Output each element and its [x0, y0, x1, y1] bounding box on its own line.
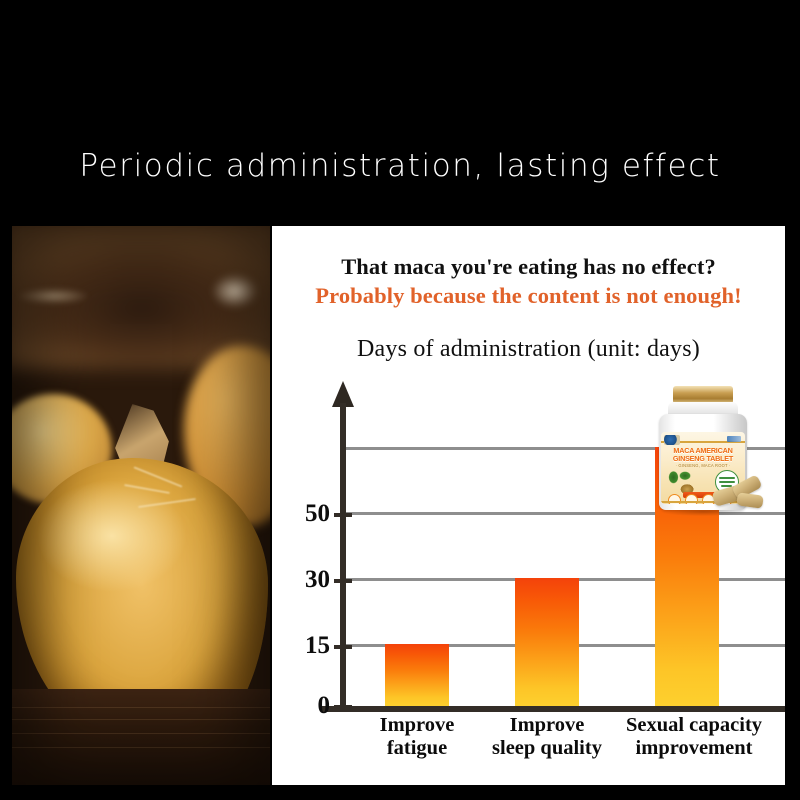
- x-label-line: improvement: [635, 737, 753, 759]
- label-gold-line: [661, 441, 745, 443]
- y-axis-arrow-icon: [332, 381, 354, 407]
- bottle-shadow: [661, 508, 747, 516]
- title-block: SELECTION OF PERUVIAN MACA: [0, 25, 800, 149]
- bottle-label-line-2: GINSENG TABLET: [672, 454, 734, 463]
- headline-line-2: PERUVIAN MACA: [131, 80, 669, 149]
- y-axis-label-15: 15: [305, 632, 330, 659]
- brand-logo-icon: [664, 435, 680, 445]
- y-axis-label-50: 50: [305, 500, 330, 527]
- y-axis-line: [340, 403, 346, 708]
- y-axis-label-0: 0: [317, 692, 331, 719]
- product-bottle-image: MACA AMERICAN GINSENG TABLET · GINSENG, …: [651, 386, 764, 518]
- x-label-line: Sexual capacity: [625, 714, 763, 736]
- x-label-line: fatigue: [386, 737, 448, 759]
- benefit-icon-2: [685, 494, 698, 504]
- benefit-icon-1: [668, 494, 681, 504]
- brand-wordmark-icon: [727, 436, 741, 442]
- x-label-line: Improve: [509, 714, 585, 736]
- photo-highlight-left: [18, 288, 88, 304]
- bar-improve-sleep-quality[interactable]: [515, 578, 579, 706]
- gridline-50: [346, 512, 785, 515]
- y-tick-30: [334, 579, 352, 583]
- photo-highlight-right: [212, 274, 258, 308]
- question-line-1: That maca you're eating has no effect?: [341, 254, 716, 279]
- bottle-label-line-1: MACA AMERICAN: [673, 446, 733, 455]
- chart-title: Days of administration (unit: days): [357, 336, 700, 362]
- x-label-line: sleep quality: [492, 737, 602, 759]
- header-band: SELECTION OF PERUVIAN MACA Periodic admi…: [0, 0, 800, 210]
- question-line-2: Probably because the content is not enou…: [315, 283, 742, 308]
- photo-vignette: [12, 226, 270, 785]
- bar-improve-fatigue[interactable]: [385, 644, 449, 706]
- x-axis-label-improve-sleep-quality: Improve sleep quality: [480, 714, 614, 760]
- x-axis-label-improve-fatigue: Improve fatigue: [357, 714, 477, 760]
- bottle-cap: [673, 386, 733, 404]
- x-label-line: Improve: [379, 714, 455, 736]
- y-tick-0: [334, 705, 352, 709]
- x-axis-label-sexual-capacity-improvement: Sexual capacity improvement: [612, 714, 776, 760]
- label-gold-line: [661, 501, 745, 503]
- label-red-banner: [683, 492, 721, 498]
- y-tick-15: [334, 645, 352, 649]
- maca-root-photo: [12, 226, 270, 785]
- maca-plant-icon: [666, 470, 700, 496]
- y-tick-50: [334, 513, 352, 517]
- y-axis-label-30: 30: [305, 566, 330, 593]
- headline-subtitle: Periodic administration, lasting effect: [79, 148, 721, 184]
- photo-wood-surface: [12, 689, 270, 785]
- gridline-65: [346, 447, 785, 450]
- bottle-label-line-3: · GINSENG, MACA ROOT ·: [675, 463, 731, 468]
- x-axis-line: [322, 706, 785, 712]
- headline-line-1: SELECTION OF: [166, 25, 634, 92]
